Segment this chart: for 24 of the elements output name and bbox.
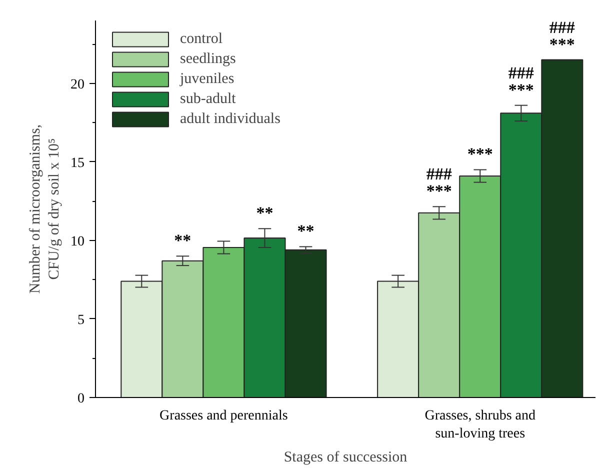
- y-tick-label: 15: [70, 156, 84, 171]
- y-tick-label: 20: [70, 77, 84, 92]
- annotation: ***: [508, 80, 534, 100]
- annotation: ###: [549, 18, 576, 37]
- y-tick-label: 0: [78, 392, 84, 406]
- annotation: ***: [549, 34, 575, 54]
- annotation: ***: [426, 182, 452, 201]
- annotation: **: [297, 222, 314, 241]
- x-tick-label: Grasses, shrubs and sun-loving trees: [424, 408, 536, 442]
- annotation: ###: [508, 63, 534, 82]
- y-axis-title: Number of microorganisms, CFU/g of dry soil x 10⁵: [27, 124, 62, 294]
- legend-label: seedlings: [180, 50, 236, 68]
- annotation: **: [256, 204, 274, 223]
- annotation: ###: [426, 164, 452, 184]
- x-tick-label: Grasses and perennials: [160, 408, 288, 424]
- x-axis-title: Stages of succession: [284, 450, 408, 466]
- y-tick-label: 5: [78, 312, 84, 328]
- annotation: **: [174, 231, 192, 250]
- legend-label: juveniles: [180, 70, 234, 88]
- y-tick-label: 10: [70, 234, 84, 250]
- legend-label: control: [180, 30, 222, 48]
- legend-label: sub-adult: [180, 90, 236, 108]
- legend-label: adult individuals: [180, 110, 280, 128]
- annotation: ***: [467, 144, 493, 164]
